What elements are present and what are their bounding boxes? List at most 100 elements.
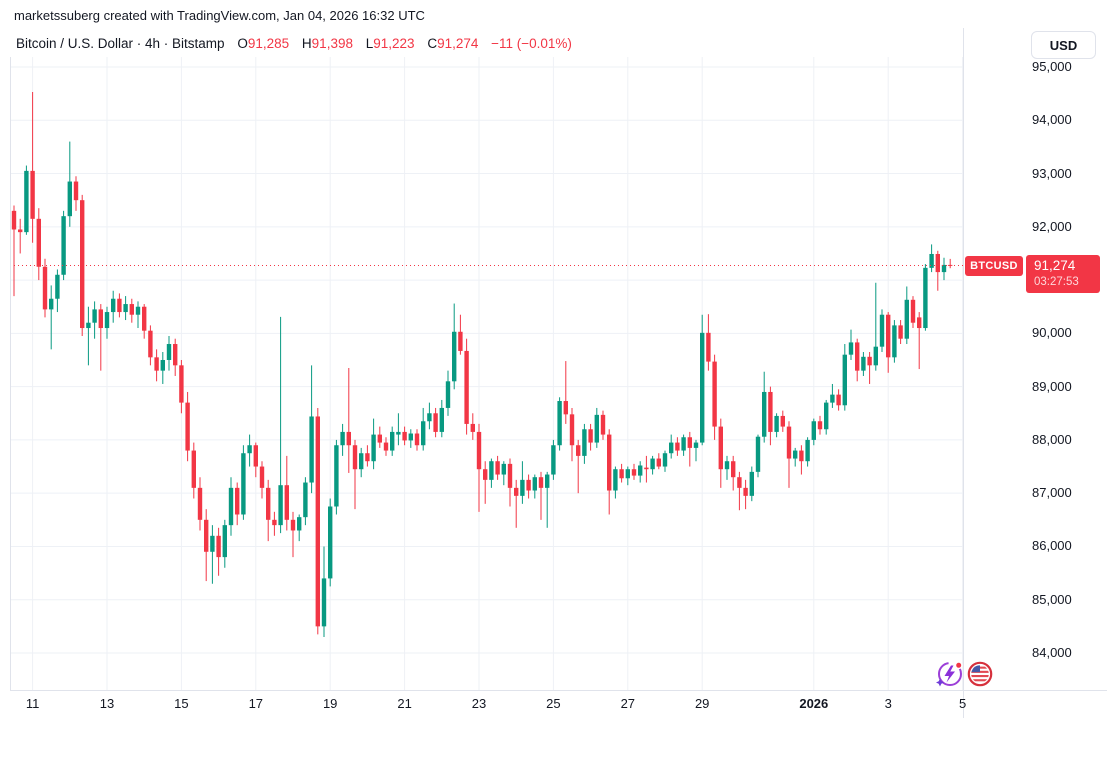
sparkle-icon — [936, 678, 944, 687]
candle-body — [129, 304, 134, 315]
candle-body — [272, 519, 277, 526]
candle-body — [594, 414, 599, 443]
candle-body — [476, 431, 482, 470]
candle-body — [340, 431, 345, 446]
footer-bar: TradingView — [0, 718, 1107, 776]
candle-body — [284, 485, 289, 520]
candle-body — [805, 439, 810, 462]
candle-body — [526, 479, 531, 491]
candles — [11, 92, 953, 638]
candle-body — [600, 414, 606, 435]
candle-body — [253, 445, 258, 467]
symbol-price-tag: BTCUSD — [965, 256, 1023, 276]
candle-body — [173, 344, 178, 366]
candle-body — [613, 469, 618, 491]
candle-body — [588, 429, 593, 443]
candle-body — [681, 437, 686, 451]
time-tick-label: 11 — [25, 696, 40, 711]
candle-body — [439, 407, 444, 432]
candle-body — [724, 461, 730, 470]
candle-body — [402, 431, 407, 441]
candle-body — [607, 434, 612, 491]
candle-body — [135, 306, 141, 315]
candle-body — [390, 431, 395, 451]
candle-body — [514, 487, 519, 496]
candle-body — [86, 322, 91, 329]
candle-body — [762, 391, 767, 437]
candle-body — [464, 350, 469, 424]
candle-body — [718, 426, 723, 470]
candle-body — [836, 394, 841, 406]
candle-body — [749, 471, 754, 496]
candle-body — [712, 361, 717, 427]
change-value: −11 (−0.01%) — [491, 36, 572, 51]
candle-body — [917, 317, 922, 329]
candle-body — [185, 402, 190, 451]
candle-body — [855, 342, 860, 371]
candle-body — [867, 356, 872, 366]
candle-body — [191, 450, 196, 488]
notification-dot — [954, 661, 963, 670]
candle-body — [793, 450, 798, 459]
time-tick-label: 15 — [174, 696, 189, 711]
timeline-event-icons[interactable] — [936, 661, 993, 687]
candle-body — [204, 519, 209, 552]
high-label: H — [301, 36, 312, 51]
candle-body — [892, 325, 897, 358]
time-tick-label: 25 — [546, 696, 561, 711]
candle-body — [290, 519, 296, 531]
candle-body — [532, 477, 537, 491]
candle-body — [848, 342, 854, 355]
symbol-title: Bitcoin / U.S. Dollar · 4h · Bitstamp — [16, 36, 225, 51]
candle-body — [24, 170, 29, 233]
last-price-label: 91,274 03:27:53 — [1026, 255, 1100, 293]
candle-body — [861, 356, 866, 371]
candle-body — [235, 487, 240, 515]
candle-body — [886, 314, 891, 358]
candle-body — [817, 421, 823, 430]
symbol-legend: Bitcoin / U.S. Dollar · 4h · Bitstamp O9… — [16, 36, 572, 51]
currency-usd-button[interactable]: USD — [1031, 31, 1096, 59]
candle-body — [42, 266, 48, 310]
candle-body — [117, 298, 122, 313]
candle-body — [334, 445, 339, 507]
candle-body — [154, 357, 159, 371]
candle-body — [693, 442, 699, 448]
candle-body — [142, 306, 147, 331]
candle-body — [36, 218, 41, 267]
candle-body — [445, 381, 451, 408]
candle-body — [303, 482, 308, 518]
candle-body — [731, 461, 736, 478]
us-flag-stripes — [971, 665, 989, 682]
candle-body — [210, 535, 215, 552]
candle-body — [644, 467, 649, 470]
time-tick-label: 29 — [694, 696, 710, 711]
candle-body — [879, 314, 885, 347]
candle-body — [111, 298, 116, 313]
candle-body — [365, 453, 370, 462]
candle-body — [780, 415, 785, 427]
close-value: 91,274 — [437, 36, 479, 51]
candle-body — [61, 216, 66, 275]
candle-body — [545, 474, 550, 488]
candle-body — [92, 309, 97, 323]
last-price-value: 91,274 — [1034, 258, 1076, 273]
candle-body — [898, 325, 903, 339]
candle-body — [359, 453, 364, 470]
candle-body — [656, 458, 661, 467]
candle-body — [321, 578, 327, 627]
time-tick-label: 27 — [620, 696, 636, 711]
candle-body — [160, 360, 165, 371]
candle-body — [179, 365, 184, 403]
candle-body — [700, 332, 705, 443]
candle-body — [266, 487, 271, 520]
lightning-bolt-icon — [944, 665, 955, 683]
price-tick-label: 90,000 — [1032, 325, 1072, 341]
candle-body — [935, 253, 940, 273]
candle-body — [11, 210, 17, 230]
candle-body — [576, 445, 581, 456]
price-axis-separator — [963, 28, 964, 718]
candle-body — [675, 442, 680, 451]
